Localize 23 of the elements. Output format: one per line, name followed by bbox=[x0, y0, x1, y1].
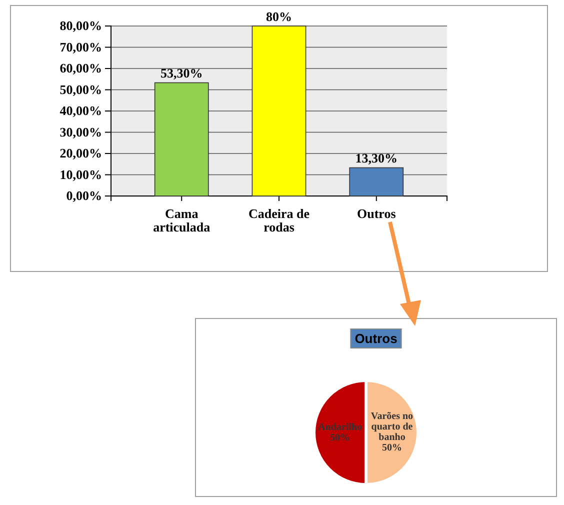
bar bbox=[252, 26, 306, 196]
y-tick-label: 0,00% bbox=[66, 188, 102, 204]
slice-label: Varões no quarto de banho bbox=[370, 411, 414, 443]
data-label: 13,30% bbox=[355, 150, 398, 166]
slice-label: Andarilho bbox=[318, 422, 362, 433]
chart-title: Outros bbox=[354, 331, 398, 346]
y-tick-label: 60,00% bbox=[60, 60, 102, 76]
x-tick-label: Cadeira de rodas bbox=[248, 206, 310, 235]
x-tick-label: Outros bbox=[357, 206, 396, 221]
bar bbox=[154, 82, 209, 196]
y-tick-label: 30,00% bbox=[60, 124, 102, 140]
y-tick-label: 70,00% bbox=[60, 39, 102, 54]
y-tick-label: 20,00% bbox=[60, 146, 102, 161]
data-label: 80% bbox=[266, 9, 292, 24]
x-tick-label: Cama articulada bbox=[153, 206, 211, 235]
y-tick-label: 50,00% bbox=[60, 82, 102, 97]
y-tick-label: 40,00% bbox=[60, 103, 102, 118]
data-label: 53,30% bbox=[160, 66, 203, 81]
y-tick-label: 10,00% bbox=[60, 166, 102, 182]
bar bbox=[349, 167, 404, 196]
y-tick-label: 80,00% bbox=[60, 18, 102, 34]
data-label: 50% bbox=[382, 442, 402, 454]
data-label: 50% bbox=[330, 432, 350, 444]
